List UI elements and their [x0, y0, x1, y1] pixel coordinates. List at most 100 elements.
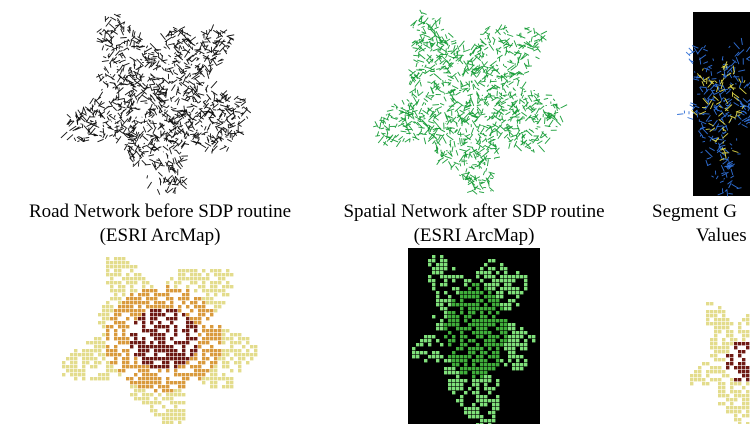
- grid-map-cell: [448, 371, 451, 374]
- accessibility-map-cell: [114, 353, 117, 356]
- grid-map-cell: [448, 319, 451, 322]
- grid-map-cell: [448, 367, 451, 370]
- accessibility-map-cell: [202, 305, 205, 308]
- grid-map-cell: [476, 359, 479, 362]
- grid-map-cell: [496, 407, 499, 410]
- grid-map-cell: [496, 335, 499, 338]
- accessibility-map-cell: [114, 281, 117, 284]
- grid-map-cell: [524, 275, 527, 278]
- grid-map-cell: [456, 287, 459, 290]
- accessibility-map-cell: [102, 309, 105, 312]
- grid-map-cell: [412, 351, 415, 354]
- grid-map-cell: [460, 307, 463, 310]
- accessibility-map-cell: [722, 370, 725, 373]
- accessibility-map-cell: [178, 273, 181, 276]
- accessibility-map-cell: [170, 389, 173, 392]
- grid-map-cell: [524, 343, 527, 346]
- accessibility-map-cell: [206, 301, 209, 304]
- grid-map-cell: [504, 279, 507, 282]
- grid-map-cell: [480, 375, 483, 378]
- grid-map-cell: [492, 287, 495, 290]
- accessibility-map-cell: [102, 377, 105, 380]
- caption-line: (ESRI ArcMap): [324, 224, 624, 248]
- grid-map-cell: [456, 347, 459, 350]
- accessibility-map-cell: [170, 413, 173, 416]
- grid-map-cell: [500, 327, 503, 330]
- grid-map-cell: [476, 355, 479, 358]
- accessibility-map-cell: [178, 353, 181, 356]
- accessibility-map-cell: [102, 357, 105, 360]
- grid-map-cell: [488, 335, 491, 338]
- grid-map-cell: [488, 287, 491, 290]
- accessibility-map-cell: [134, 277, 137, 280]
- grid-map-cell: [496, 355, 499, 358]
- grid-map-cell: [452, 267, 455, 270]
- grid-map-cell: [500, 267, 503, 270]
- accessibility-map-cell: [722, 390, 725, 393]
- grid-map-cell: [484, 303, 487, 306]
- accessibility-map-cell: [210, 333, 213, 336]
- accessibility-map-cell: [134, 301, 137, 304]
- accessibility-map-cell: [226, 273, 229, 276]
- accessibility-map-cell: [714, 314, 717, 317]
- accessibility-map-cell: [690, 382, 693, 385]
- grid-map-cell: [472, 391, 475, 394]
- accessibility-map-cell: [226, 381, 229, 384]
- accessibility-map-cell: [198, 365, 201, 368]
- grid-map-cell: [480, 271, 483, 274]
- grid-map-cell: [460, 355, 463, 358]
- accessibility-map-cell: [118, 325, 121, 328]
- grid-map-cell: [488, 283, 491, 286]
- grid-map-cell: [488, 363, 491, 366]
- accessibility-map-cell: [154, 325, 157, 328]
- accessibility-map-cell: [142, 377, 145, 380]
- accessibility-map-cell: [142, 301, 145, 304]
- accessibility-map-cell: [222, 293, 225, 296]
- accessibility-map-cell: [238, 365, 241, 368]
- accessibility-map-cell: [174, 365, 177, 368]
- accessibility-map-cell: [186, 317, 189, 320]
- accessibility-map-cell: [706, 374, 709, 377]
- accessibility-map-cell: [86, 349, 89, 352]
- grid-map-cell: [436, 327, 439, 330]
- accessibility-map-cell: [126, 365, 129, 368]
- accessibility-map-cell: [114, 349, 117, 352]
- accessibility-map-cell: [202, 329, 205, 332]
- accessibility-map-cell: [114, 297, 117, 300]
- accessibility-map-cell: [102, 333, 105, 336]
- accessibility-map-cell: [130, 305, 133, 308]
- accessibility-map-cell: [110, 365, 113, 368]
- accessibility-map-cell: [210, 301, 213, 304]
- accessibility-map-cell: [186, 325, 189, 328]
- accessibility-map-cell: [218, 325, 221, 328]
- grid-map-cell: [444, 275, 447, 278]
- accessibility-map-cell: [694, 370, 697, 373]
- grid-map-cell: [476, 347, 479, 350]
- accessibility-map-cell: [194, 289, 197, 292]
- accessibility-map-cell: [194, 305, 197, 308]
- accessibility-map-cell: [710, 310, 713, 313]
- accessibility-map-cell: [206, 273, 209, 276]
- grid-map-cell: [448, 387, 451, 390]
- grid-map-cell: [508, 275, 511, 278]
- accessibility-map-cell: [126, 317, 129, 320]
- grid-map-cell: [516, 271, 519, 274]
- road-network-map: [61, 14, 251, 195]
- grid-map-cell: [468, 367, 471, 370]
- grid-map-cell: [472, 415, 475, 418]
- grid-map-cell: [444, 283, 447, 286]
- grid-map-cell: [456, 275, 459, 278]
- accessibility-map-cell: [178, 309, 181, 312]
- accessibility-map-cell: [182, 373, 185, 376]
- accessibility-map-cell: [150, 401, 153, 404]
- grid-map-cell: [448, 275, 451, 278]
- grid-map-cell: [460, 311, 463, 314]
- grid-map-cell: [428, 279, 431, 282]
- accessibility-map-cell: [690, 374, 693, 377]
- accessibility-map-cell: [218, 277, 221, 280]
- accessibility-map-cell: [738, 366, 741, 369]
- grid-map-cell: [460, 359, 463, 362]
- accessibility-map-cell: [182, 349, 185, 352]
- accessibility-map-cell: [190, 301, 193, 304]
- accessibility-map-cell: [718, 346, 721, 349]
